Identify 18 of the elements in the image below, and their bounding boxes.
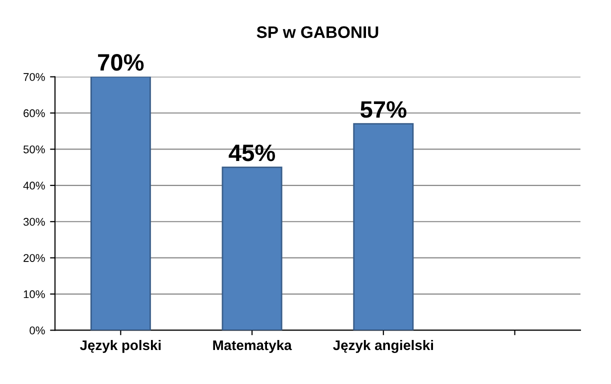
data-label: 70%: [98, 54, 144, 71]
data-label: 57%: [360, 101, 406, 118]
x-tick-label: Język angielski: [333, 340, 433, 353]
y-tick-label: 10%: [24, 290, 45, 298]
y-tick-label: 60%: [24, 109, 45, 118]
y-tick-label: 0%: [30, 326, 45, 334]
bar: [222, 166, 282, 330]
bar: [353, 123, 414, 330]
x-tick-label: Matematyka: [213, 340, 292, 353]
y-tick-label: 30%: [23, 218, 45, 226]
bar: [90, 76, 151, 330]
x-tick-label: Język polski: [80, 340, 161, 353]
y-tick-label: 20%: [24, 254, 45, 262]
data-label: 45%: [228, 144, 276, 162]
y-tick-label: 70%: [24, 73, 45, 81]
y-tick-label: 40%: [23, 182, 45, 190]
y-tick-label: 50%: [23, 145, 45, 154]
chart-title: SP w GABONIU: [256, 26, 378, 38]
